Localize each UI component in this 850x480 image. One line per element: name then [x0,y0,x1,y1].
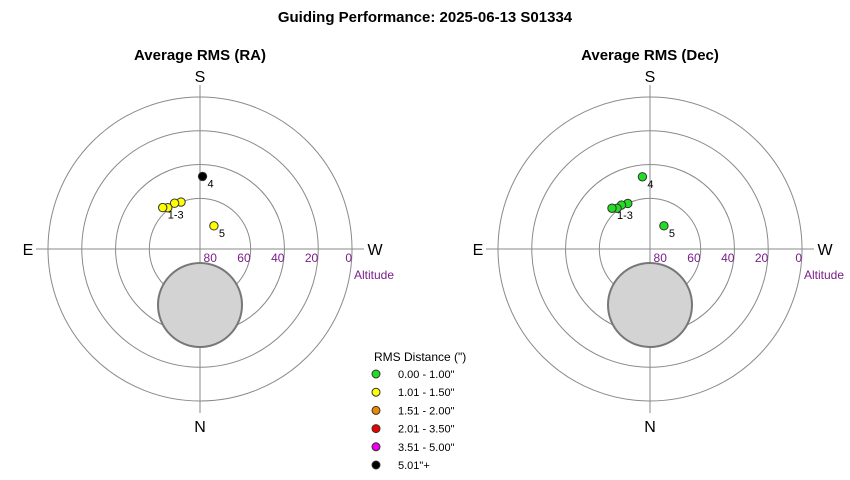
altitude-tick-40: 40 [271,251,285,265]
data-point-label-4: 1-3 [617,210,633,222]
altitude-axis-label: Altitude [804,268,844,282]
legend-item-label-3: 2.01 - 3.50" [398,424,455,436]
data-point-label-5: 5 [669,228,675,240]
compass-east: E [23,242,34,259]
legend-swatch-0 [371,369,381,379]
data-point-label-0: 4 [208,178,214,190]
legend-item-label-1: 1.01 - 1.50" [398,387,455,399]
legend-swatch-1 [371,387,381,397]
data-point-4 [158,202,168,213]
legend-item-label-4: 3.51 - 5.00" [398,442,455,454]
altitude-tick-80: 80 [204,251,218,265]
data-point-5 [659,221,669,231]
compass-west: W [817,242,833,259]
compass-south: S [195,69,206,86]
data-point-0 [197,171,208,182]
data-point-label-0: 4 [647,179,653,191]
data-point-2 [169,198,180,208]
legend-item-label-0: 0.00 - 1.00" [398,369,455,381]
altitude-axis-label: Altitude [354,268,394,282]
data-point-4 [607,203,617,213]
data-point-0 [637,172,648,182]
legend-item-label-2: 1.51 - 2.00" [398,405,455,417]
legend-swatch-5 [371,460,381,470]
data-point-label-4: 1-3 [168,210,184,222]
data-point-label-5: 5 [219,228,225,240]
legend-swatch-3 [371,424,381,434]
altitude-tick-0: 0 [795,251,802,265]
altitude-tick-80: 80 [654,251,668,265]
altitude-tick-20: 20 [755,251,769,265]
data-point-5 [209,221,219,231]
compass-north: N [644,419,656,436]
plot-title-dec: Average RMS (Dec) [581,47,719,64]
page-title: Guiding Performance: 2025-06-13 S01334 [277,9,573,26]
compass-south: S [645,69,656,86]
altitude-tick-60: 60 [687,251,701,265]
compass-east: E [473,242,484,259]
legend: RMS Distance (") 0.00 - 1.00" 1.01 - 1.50… [371,350,466,472]
meridian-limit-disk [157,262,243,348]
legend-swatch-2 [371,405,381,415]
legend-item-label-5: 5.01"+ [398,460,430,472]
compass-west: W [367,242,383,259]
altitude-tick-0: 0 [345,251,352,265]
legend-swatch-4 [371,442,381,452]
altitude-tick-60: 60 [237,251,251,265]
plot-title-ra: Average RMS (RA) [134,47,266,64]
meridian-limit-disk [607,262,693,348]
legend-title: RMS Distance (") [374,350,466,364]
altitude-tick-40: 40 [721,251,735,265]
altitude-tick-20: 20 [305,251,319,265]
compass-north: N [194,419,206,436]
